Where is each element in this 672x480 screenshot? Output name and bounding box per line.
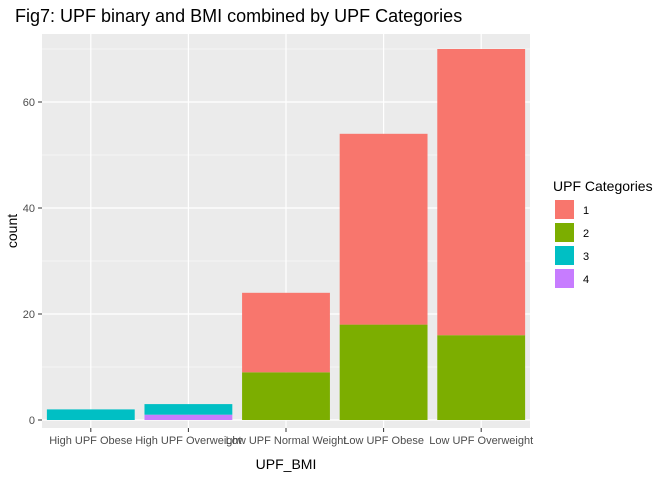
bar-segment-1 [437,49,526,336]
legend-label: 2 [583,228,589,240]
legend-key-3 [555,246,574,265]
y-tick-label: 0 [29,415,35,427]
legend-key-1 [555,200,574,219]
legend-label: 3 [583,251,589,263]
legend-title: UPF Categories [553,178,653,194]
bar-segment-3 [144,404,233,415]
legend-key-4 [555,269,574,288]
y-tick-label: 60 [23,97,35,109]
bar-segment-4 [144,414,233,420]
legend: UPF Categories 1 2 3 4 [553,178,653,288]
bar-segment-1 [242,292,330,373]
x-tick-label: Low UPF Overweight [429,435,533,447]
x-tick-label: Low UPF Obese [343,435,424,447]
y-axis-title: count [4,214,20,248]
y-tick-label: 40 [23,203,35,215]
bar-segment-2 [339,324,428,420]
bar-segment-3 [46,409,135,420]
y-axis-ticks: 0 20 40 60 [23,97,42,427]
y-tick-label: 20 [23,309,35,321]
x-tick-label: High UPF Obese [49,435,132,447]
bar-segment-2 [242,372,330,420]
bar-segment-1 [339,133,428,325]
bar-segment-2 [437,335,526,420]
legend-label: 1 [583,205,589,217]
legend-key-2 [555,223,574,242]
x-tick-label: Low UPF Normal Weight [226,435,347,447]
legend-label: 4 [583,274,589,286]
x-tick-label: High UPF Overweight [135,435,241,447]
chart-title: Fig7: UPF binary and BMI combined by UPF… [15,6,462,26]
bars [46,49,526,420]
x-axis-title: UPF_BMI [256,456,317,472]
